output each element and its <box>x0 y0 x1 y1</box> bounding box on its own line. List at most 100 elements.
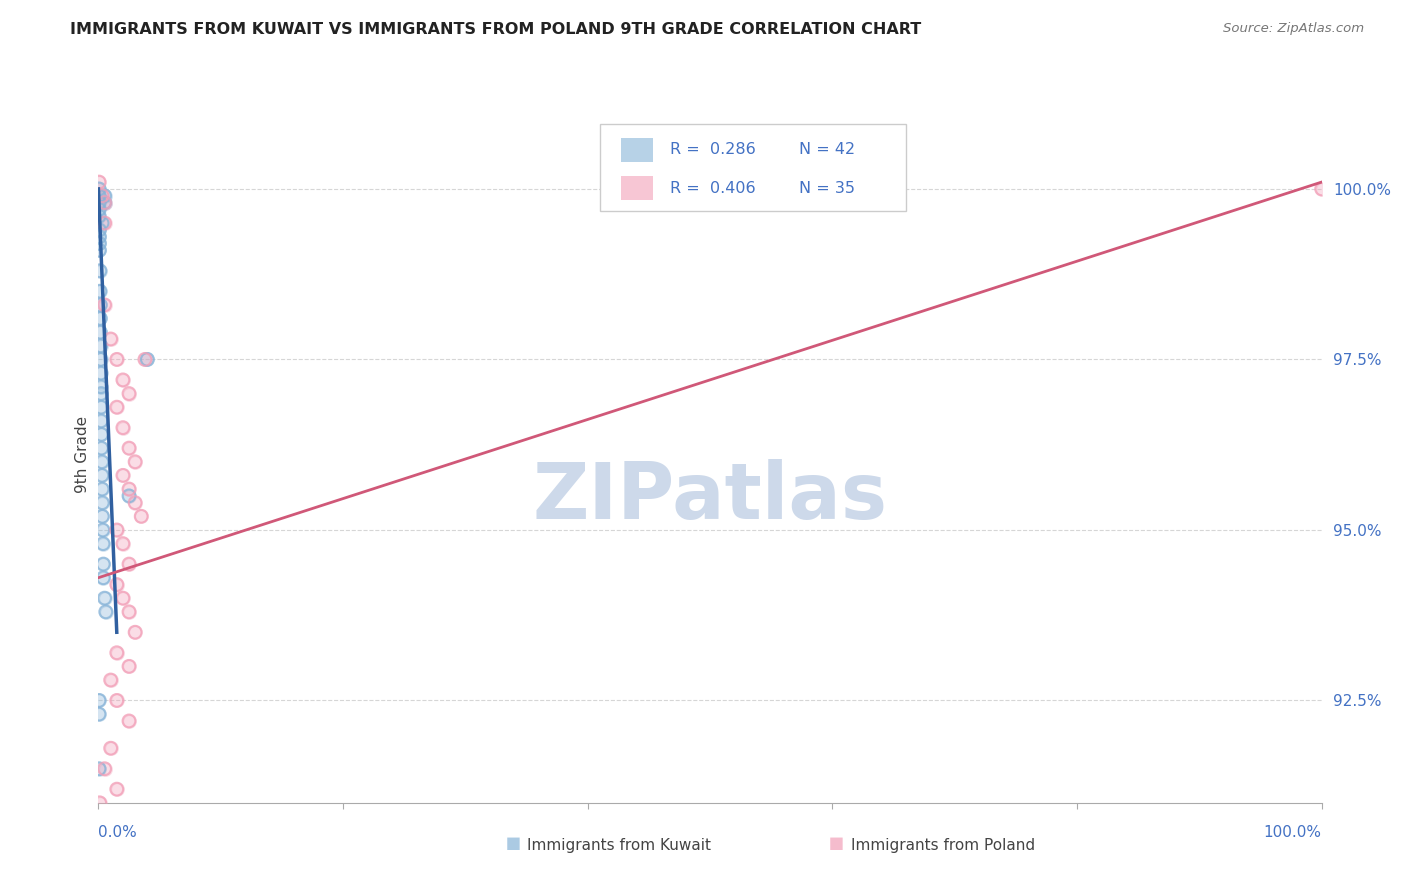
Point <box>105 577 128 591</box>
Point <box>93 216 115 230</box>
Point <box>90 455 112 469</box>
Point <box>91 557 114 571</box>
Text: ▪: ▪ <box>828 831 845 855</box>
Point <box>89 796 111 810</box>
Text: 100.0%: 100.0% <box>1264 825 1322 840</box>
Point <box>87 707 110 722</box>
Point <box>89 298 111 312</box>
Point <box>89 284 111 298</box>
Point <box>100 673 122 687</box>
Point <box>91 496 114 510</box>
Point <box>124 625 146 640</box>
Point <box>91 188 114 202</box>
Point <box>87 182 110 196</box>
Point <box>89 311 111 326</box>
Point <box>90 441 112 455</box>
FancyBboxPatch shape <box>620 177 652 200</box>
Point <box>129 509 152 524</box>
Point <box>90 380 112 394</box>
Point <box>100 741 122 756</box>
Point <box>91 216 114 230</box>
Point <box>91 482 114 496</box>
Text: Immigrants from Kuwait: Immigrants from Kuwait <box>527 838 711 853</box>
Point <box>105 782 128 797</box>
Point <box>89 264 111 278</box>
Point <box>111 373 134 387</box>
Point <box>100 332 122 346</box>
Text: Immigrants from Poland: Immigrants from Poland <box>851 838 1035 853</box>
Point <box>87 202 110 217</box>
Point <box>87 762 110 776</box>
Point <box>124 455 146 469</box>
Point <box>105 693 128 707</box>
Point <box>89 244 111 258</box>
Text: ZIPatlas: ZIPatlas <box>533 458 887 534</box>
Point <box>100 332 122 346</box>
Point <box>90 386 112 401</box>
Point <box>89 284 111 298</box>
Point <box>93 195 115 210</box>
Point <box>91 536 114 550</box>
Point <box>87 175 110 189</box>
Point <box>105 523 128 537</box>
Point <box>105 400 128 414</box>
Point <box>89 223 111 237</box>
Point <box>111 536 134 550</box>
Point <box>90 352 112 367</box>
Point <box>93 298 115 312</box>
Point <box>90 468 112 483</box>
Point <box>118 605 141 619</box>
Text: R =  0.406: R = 0.406 <box>669 180 755 195</box>
Point <box>89 236 111 251</box>
Point <box>90 427 112 442</box>
Point <box>118 659 141 673</box>
Point <box>118 489 141 503</box>
Point <box>105 782 128 797</box>
Point <box>118 557 141 571</box>
Point <box>111 373 134 387</box>
Point <box>89 298 111 312</box>
Point <box>124 496 146 510</box>
Point <box>1310 182 1333 196</box>
Point <box>90 414 112 428</box>
Point <box>118 557 141 571</box>
Point <box>105 400 128 414</box>
Point <box>91 523 114 537</box>
Point <box>118 386 141 401</box>
Point <box>124 455 146 469</box>
Point <box>129 509 152 524</box>
Point <box>89 236 111 251</box>
Point <box>111 536 134 550</box>
Point <box>93 188 115 202</box>
Point <box>134 352 156 367</box>
Point <box>90 352 112 367</box>
Y-axis label: 9th Grade: 9th Grade <box>75 417 90 493</box>
Point <box>124 625 146 640</box>
Point <box>94 605 117 619</box>
Point <box>136 352 159 367</box>
FancyBboxPatch shape <box>600 124 905 211</box>
Point <box>136 352 159 367</box>
Point <box>118 714 141 728</box>
Point <box>100 673 122 687</box>
Point <box>93 298 115 312</box>
Point <box>87 209 110 223</box>
Point <box>105 352 128 367</box>
Point <box>93 591 115 606</box>
Point <box>111 591 134 606</box>
Point <box>87 762 110 776</box>
Text: Source: ZipAtlas.com: Source: ZipAtlas.com <box>1223 22 1364 36</box>
Text: IMMIGRANTS FROM KUWAIT VS IMMIGRANTS FROM POLAND 9TH GRADE CORRELATION CHART: IMMIGRANTS FROM KUWAIT VS IMMIGRANTS FRO… <box>70 22 921 37</box>
Point <box>87 175 110 189</box>
Point <box>87 202 110 217</box>
Point <box>90 414 112 428</box>
Point <box>94 605 117 619</box>
Point <box>93 591 115 606</box>
Point <box>89 311 111 326</box>
Point <box>90 339 112 353</box>
Point <box>87 195 110 210</box>
Point <box>90 400 112 414</box>
Point <box>111 591 134 606</box>
Point <box>89 229 111 244</box>
Point <box>105 646 128 660</box>
